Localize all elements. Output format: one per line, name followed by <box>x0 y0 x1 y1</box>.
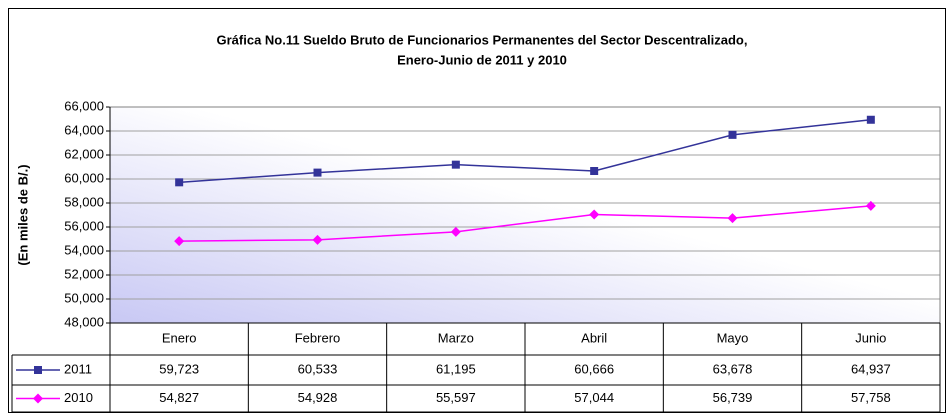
y-tick-label: 52,000 <box>64 266 104 281</box>
y-tick-label: 54,000 <box>64 242 104 257</box>
legend-label: 2010 <box>64 390 93 405</box>
marker <box>451 160 460 169</box>
y-tick-label: 60,000 <box>64 170 104 185</box>
marker <box>866 115 875 124</box>
marker <box>865 200 876 211</box>
table-value: 61,195 <box>436 361 476 376</box>
marker <box>589 209 600 220</box>
table-value: 63,678 <box>713 361 753 376</box>
y-tick-label: 48,000 <box>64 314 104 329</box>
x-tick-label: Abril <box>581 330 607 345</box>
marker <box>312 234 323 245</box>
y-tick-label: 56,000 <box>64 218 104 233</box>
table-value: 64,937 <box>851 361 891 376</box>
y-tick-label: 58,000 <box>64 194 104 209</box>
legend-label: 2011 <box>64 361 92 376</box>
y-tick-label: 50,000 <box>64 290 104 305</box>
y-tick-label: 62,000 <box>64 146 104 161</box>
x-tick-label: Mayo <box>717 330 749 345</box>
x-tick-label: Junio <box>855 330 886 345</box>
marker <box>34 366 42 374</box>
y-tick-label: 66,000 <box>64 98 104 113</box>
marker <box>33 393 43 404</box>
marker <box>590 167 599 176</box>
table-value: 54,928 <box>298 390 338 405</box>
x-tick-label: Marzo <box>438 330 474 345</box>
marker <box>174 236 185 247</box>
line <box>179 119 871 184</box>
plot-area <box>110 107 940 323</box>
marker <box>727 213 738 224</box>
x-tick-label: Febrero <box>295 330 341 345</box>
table-value: 60,666 <box>574 361 614 376</box>
table-value: 60,533 <box>298 361 338 376</box>
x-tick-label: Enero <box>162 330 197 345</box>
marker <box>728 130 737 139</box>
chart-title: Enero-Junio de 2011 y 2010 <box>397 52 567 67</box>
y-axis-label: (En miles de B/.) <box>15 164 30 265</box>
y-tick-label: 64,000 <box>64 122 104 137</box>
marker <box>175 178 184 187</box>
table-value: 56,739 <box>713 390 753 405</box>
table-value: 55,597 <box>436 390 476 405</box>
line <box>179 205 871 242</box>
marker <box>313 168 322 177</box>
chart-title: Gráfica No.11 Sueldo Bruto de Funcionari… <box>217 32 748 47</box>
table-value: 57,758 <box>851 390 891 405</box>
marker <box>450 226 461 237</box>
table-value: 57,044 <box>574 390 614 405</box>
table-value: 54,827 <box>159 390 199 405</box>
table-value: 59,723 <box>159 361 199 376</box>
